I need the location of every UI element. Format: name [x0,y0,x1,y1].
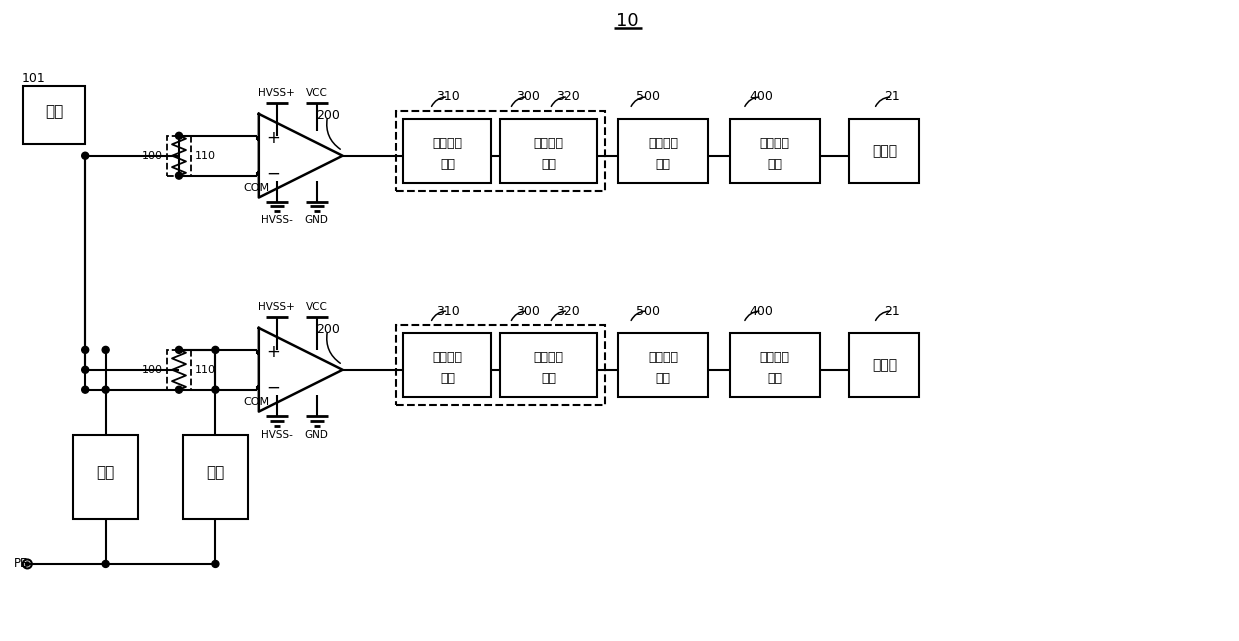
Text: 200: 200 [316,324,339,337]
Circle shape [176,132,182,139]
Bar [404,119,492,183]
Text: 200: 200 [316,110,339,122]
Text: 负载: 负载 [206,465,224,480]
Text: 100: 100 [142,151,164,161]
Circle shape [102,387,109,393]
Text: 500: 500 [636,304,660,317]
Text: 上位机: 上位机 [872,358,897,372]
Bar [404,333,492,397]
Text: 320: 320 [556,90,580,103]
Text: +: + [266,343,280,362]
Text: 110: 110 [195,151,216,161]
Text: 低通滤波: 低通滤波 [432,351,462,363]
Text: COM: COM [244,397,270,406]
Text: 电路: 电路 [541,158,556,171]
Text: HVSS-: HVSS- [261,215,292,226]
Text: 模数转换: 模数转换 [760,351,789,363]
Text: 400: 400 [750,90,773,103]
Text: 负载: 负载 [97,465,115,480]
Circle shape [212,346,219,353]
Text: 上位机: 上位机 [872,144,897,158]
Bar [850,333,919,397]
Bar [730,333,819,397]
Text: 400: 400 [750,304,773,317]
Text: HVSS+: HVSS+ [259,302,295,312]
Text: 电路: 电路 [541,372,556,385]
Text: COM: COM [244,183,270,192]
Bar [167,350,191,390]
Text: 电源: 电源 [45,104,63,119]
Circle shape [176,387,182,393]
Text: HVSS-: HVSS- [261,429,292,440]
Bar [501,119,597,183]
Circle shape [82,387,89,393]
Text: +: + [266,129,280,147]
Text: 电压跟随: 电压跟随 [648,351,678,363]
Text: 310: 310 [436,90,460,103]
Bar [167,136,191,176]
Bar [618,333,707,397]
Circle shape [176,346,182,353]
Bar [24,86,85,144]
Circle shape [176,172,182,179]
Text: HVSS+: HVSS+ [259,88,295,98]
Text: GND: GND [305,429,328,440]
Circle shape [102,346,109,353]
Text: 310: 310 [436,304,460,317]
Text: 低通滤波: 低通滤波 [432,137,462,149]
Text: 500: 500 [636,90,660,103]
Circle shape [82,346,89,353]
Text: 101: 101 [21,72,45,85]
Bar [618,119,707,183]
Bar [850,119,919,183]
Text: 21: 21 [885,304,901,317]
Bar [395,325,605,404]
Text: 320: 320 [556,304,580,317]
Text: 300: 300 [517,90,540,103]
Circle shape [25,562,30,566]
Bar [73,435,138,519]
Bar [501,333,597,397]
Text: 电路: 电路 [767,158,782,171]
Text: 21: 21 [885,90,901,103]
Text: 10: 10 [616,12,638,30]
Text: −: − [266,378,280,396]
Circle shape [212,560,219,567]
Text: 电路: 电路 [440,372,455,385]
Text: 电路: 电路 [655,372,670,385]
Text: 电压跟随: 电压跟随 [648,137,678,149]
Text: PE: PE [15,558,28,570]
Circle shape [102,560,109,567]
Text: 放大处理: 放大处理 [534,137,564,149]
Bar [183,435,248,519]
Text: VCC: VCC [306,88,327,98]
Text: 电路: 电路 [440,158,455,171]
Text: 110: 110 [195,365,216,375]
Text: 300: 300 [517,304,540,317]
Bar [395,111,605,190]
Circle shape [212,387,219,393]
Text: −: − [266,164,280,182]
Bar [730,119,819,183]
Text: 电路: 电路 [655,158,670,171]
Text: 模数转换: 模数转换 [760,137,789,149]
Circle shape [82,366,89,373]
Text: 100: 100 [142,365,164,375]
Text: VCC: VCC [306,302,327,312]
Text: GND: GND [305,215,328,226]
Circle shape [82,152,89,159]
Text: 电路: 电路 [767,372,782,385]
Text: 放大处理: 放大处理 [534,351,564,363]
